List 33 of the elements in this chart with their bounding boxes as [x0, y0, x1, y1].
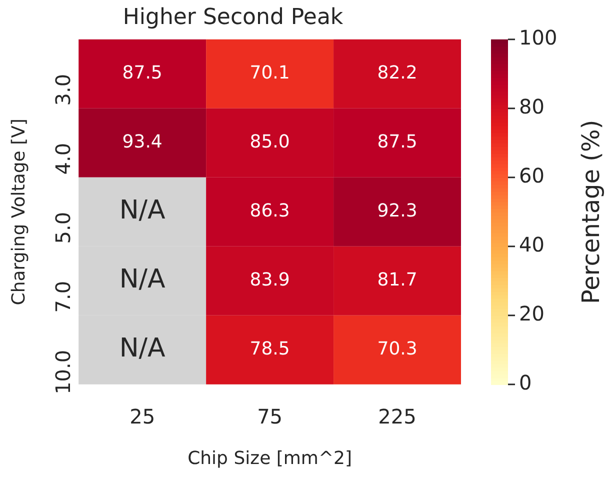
chart-title: Higher Second Peak [122, 4, 344, 30]
data-label: 81.7 [377, 270, 418, 291]
color-bar-label: 60 [519, 164, 544, 188]
data-label: 85.0 [250, 132, 290, 153]
y-tick-label: 10.0 [50, 350, 75, 394]
color-bar-title: Percentage (%) [577, 120, 606, 304]
x-axis-title: Chip Size [mm^2] [188, 448, 352, 469]
color-bar-label: 100 [519, 26, 558, 50]
y-axis-title: Charging Voltage [V] [8, 118, 30, 306]
x-tick-label: 25 [130, 404, 156, 429]
data-label: 78.5 [250, 338, 290, 360]
y-tick-label: 5.0 [50, 212, 75, 244]
data-label: 93.4 [122, 132, 162, 153]
text: N/A [119, 264, 166, 295]
x-tick-label: 75 [257, 404, 283, 429]
data-label: 70.1 [250, 62, 290, 84]
data-label: 86.3 [250, 200, 290, 222]
x-tick-label: 225 [378, 404, 416, 429]
text: N/A [119, 196, 166, 226]
color-bar-label: 40 [519, 232, 544, 257]
y-tick-label: 7.0 [50, 280, 75, 313]
data-label: 70.3 [377, 338, 418, 360]
color-bar-label: 0 [519, 370, 532, 395]
y-tick-label: 4.0 [50, 142, 75, 175]
data-label: 82.2 [377, 62, 418, 84]
data-label: 83.9 [250, 270, 290, 291]
data-label: 92.3 [377, 200, 418, 222]
data-label: 87.5 [377, 132, 418, 153]
color-bar-label: 20 [519, 302, 544, 326]
text: N/A [119, 334, 166, 364]
y-tick-label: 3.0 [50, 74, 75, 106]
color-bar-label: 80 [519, 94, 544, 119]
data-label: 87.5 [122, 62, 162, 84]
